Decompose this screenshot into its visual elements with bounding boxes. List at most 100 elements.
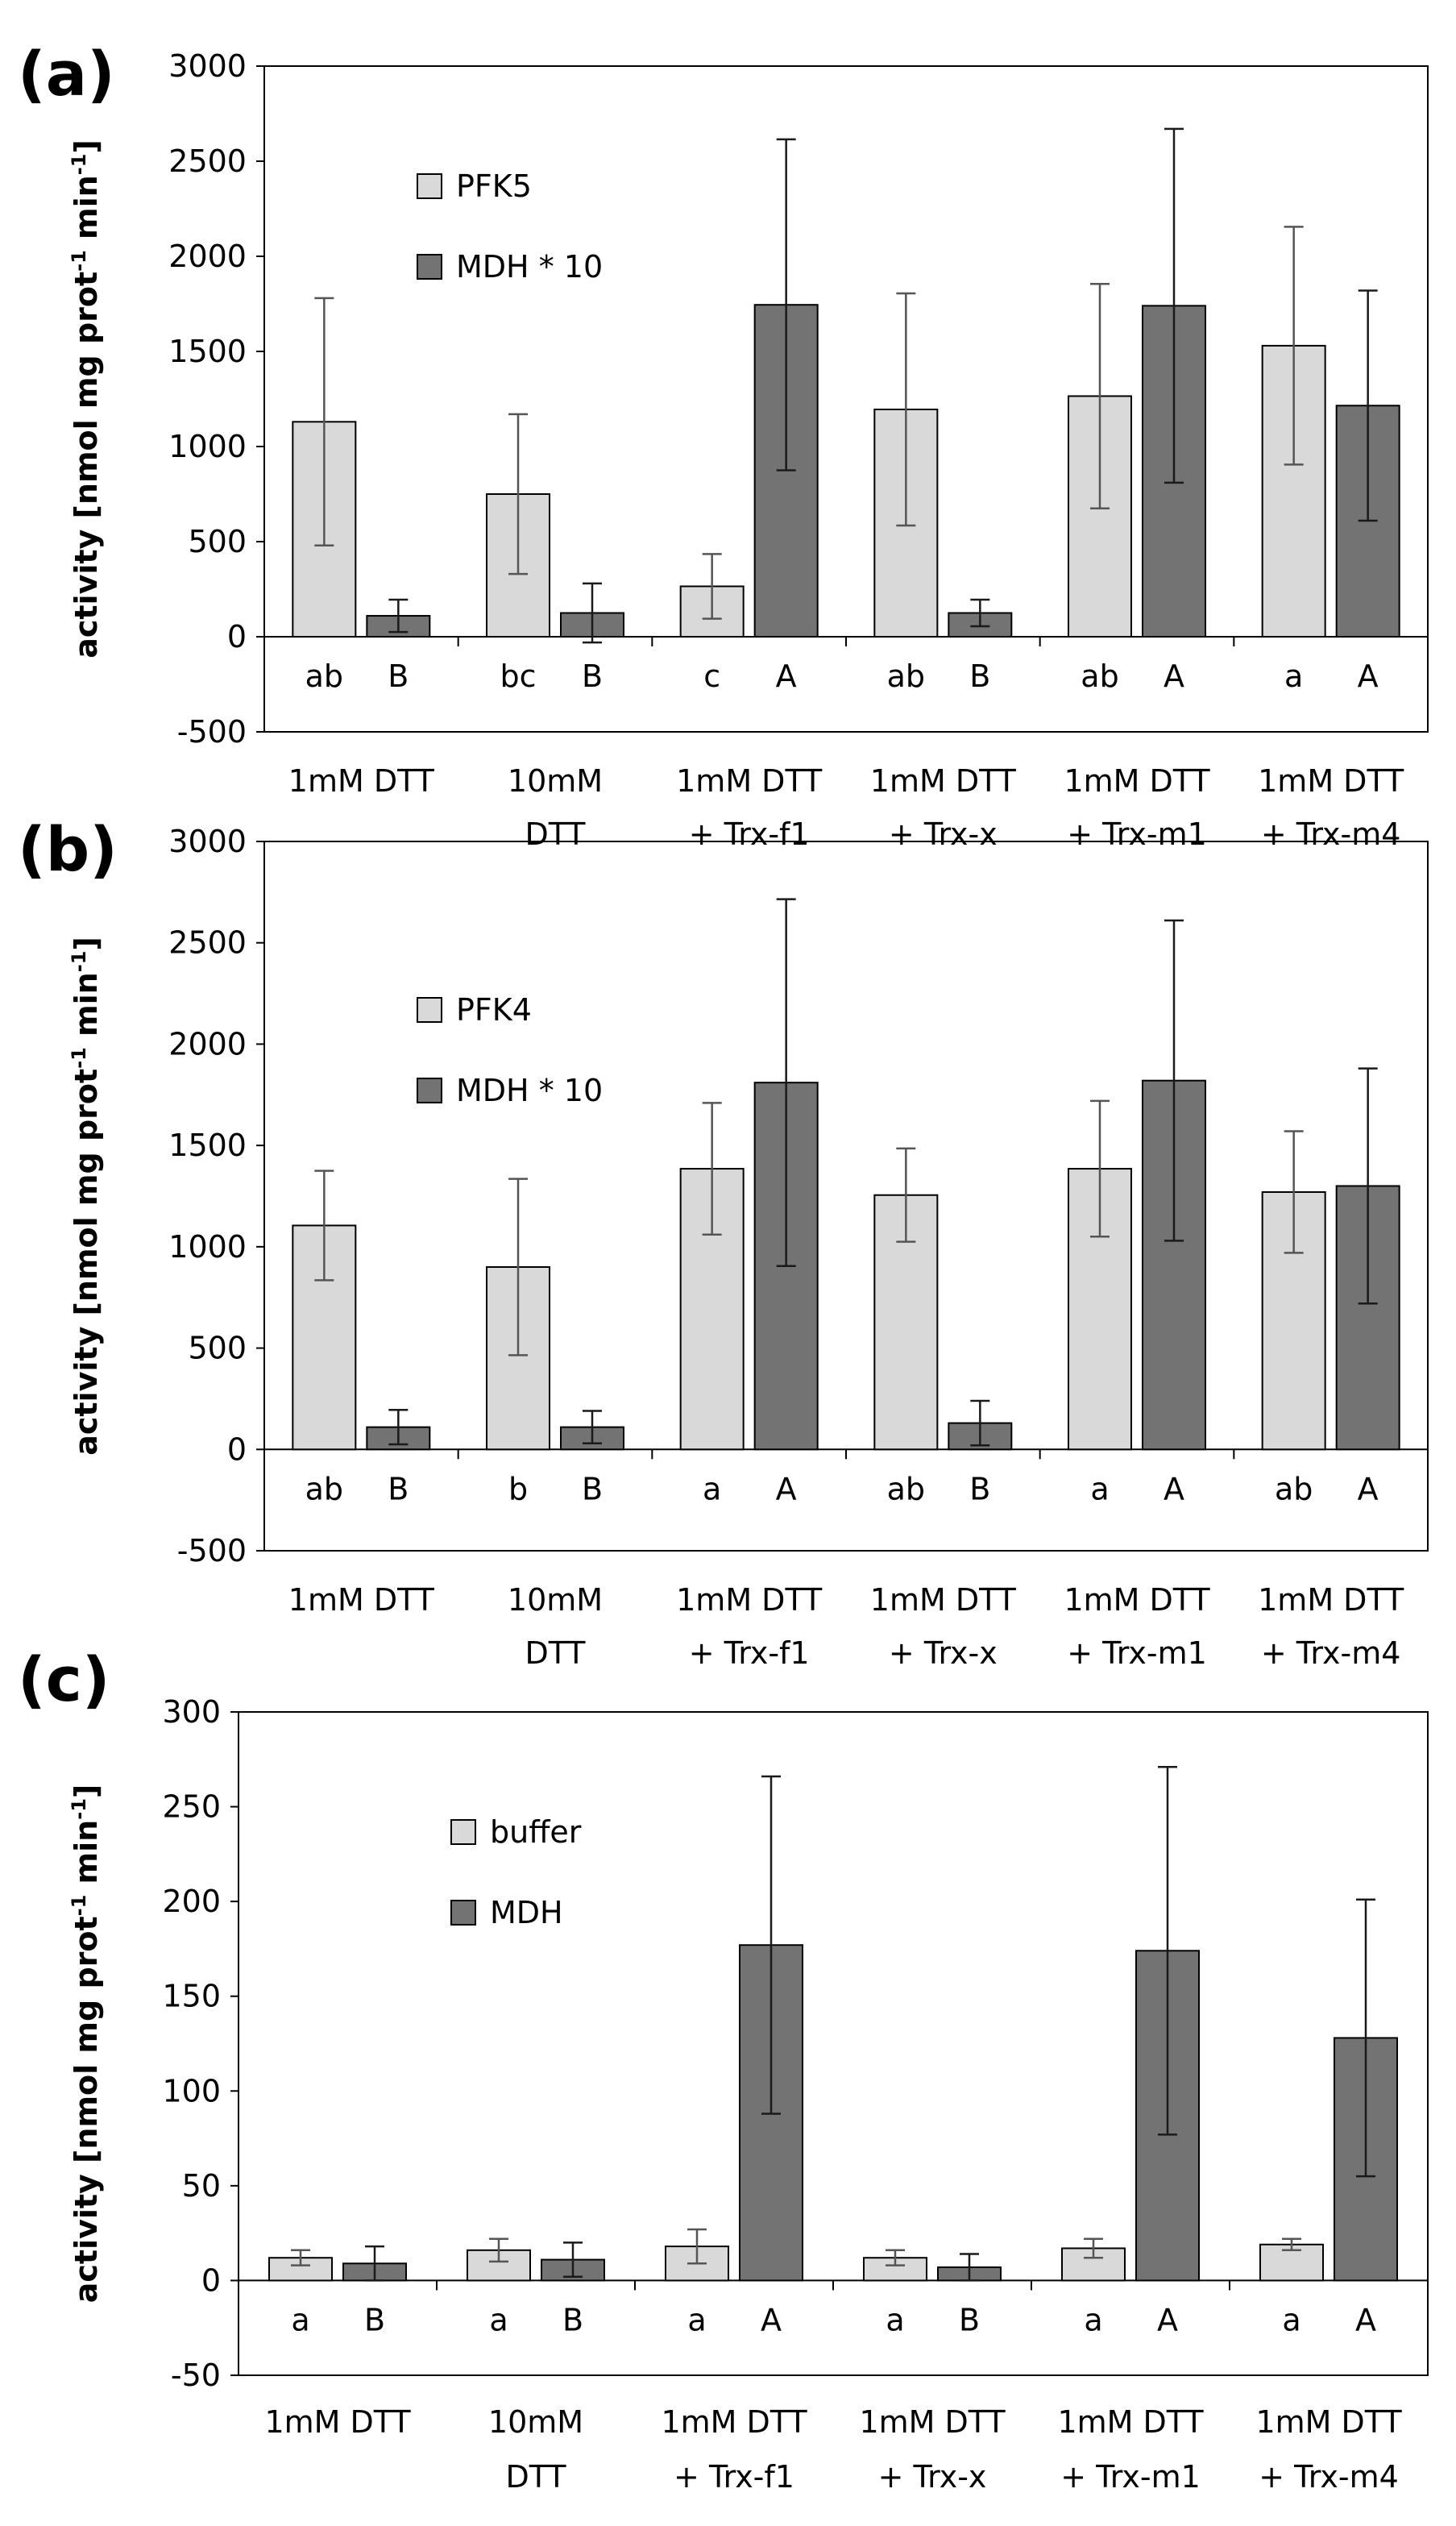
y-axis-label-superscript: -1 (68, 250, 90, 272)
significance-letter: ab (1275, 1471, 1313, 1506)
category-label: + Trx-x (878, 2459, 987, 2495)
y-axis-label-superscript: -1 (68, 1895, 90, 1917)
legend-swatch (450, 1900, 476, 1926)
y-axis-label-superscript: -1 (68, 951, 90, 973)
category-label: DTT (525, 816, 586, 852)
significance-letter: B (562, 2302, 583, 2337)
y-axis-label-part: ] (68, 937, 104, 950)
y-tick-label: 200 (162, 1884, 221, 1919)
y-tick-label: 250 (162, 1789, 221, 1825)
plot-frame (238, 1711, 1429, 2376)
y-tick-label: 300 (162, 1694, 221, 1730)
y-axis-label-part: ] (68, 1784, 104, 1798)
y-axis-label-part: activity [nmol mg prot (68, 272, 104, 659)
significance-letter: ab (887, 659, 925, 694)
legend-label: MDH (490, 1895, 563, 1930)
category-label: + Trx-m4 (1261, 816, 1401, 852)
legend-swatch (417, 173, 442, 199)
category-label: 1mM DTT (1064, 763, 1210, 799)
y-tick-label: 1000 (168, 429, 247, 464)
significance-letter: a (703, 1471, 721, 1506)
category-label: + Trx-m1 (1060, 2459, 1201, 2495)
significance-letter: a (1090, 1471, 1109, 1506)
y-tick-label: -500 (177, 1533, 247, 1568)
category-label: + Trx-f1 (689, 1635, 810, 1671)
chart-panel: (c) -50 0 50 100 150 200 250 300 activity [nmol m… (18, 1643, 1429, 2495)
significance-letter: A (776, 659, 797, 694)
category-label: 1mM DTT (288, 763, 435, 799)
category-label: 1mM DTT (870, 1582, 1017, 1618)
significance-letter: A (761, 2302, 782, 2337)
significance-letter: a (1282, 2302, 1300, 2337)
category-label: 1mM DTT (676, 763, 823, 799)
legend-swatch (417, 1078, 442, 1103)
legend-label: PFK4 (456, 992, 532, 1028)
panel-label: (c) (18, 1643, 110, 1715)
significance-letter: A (1164, 1471, 1184, 1506)
y-tick-label: 2000 (168, 1026, 247, 1062)
legend-label: buffer (490, 1814, 582, 1850)
significance-letter: A (1355, 2302, 1376, 2337)
significance-letter: A (776, 1471, 797, 1506)
panel-label: (b) (18, 813, 118, 885)
significance-letter: A (1358, 659, 1379, 694)
category-label: + Trx-x (889, 816, 998, 852)
significance-letter: c (703, 659, 720, 694)
y-tick-label: 1000 (168, 1229, 247, 1265)
y-tick-label: 1500 (168, 334, 247, 369)
y-tick-label: -500 (177, 714, 247, 750)
y-tick-label: 2500 (168, 143, 247, 179)
category-label: 1mM DTT (264, 2404, 411, 2440)
y-axis-label-part: ] (68, 139, 104, 153)
y-axis-label-superscript: -1 (68, 1047, 90, 1069)
significance-letter: a (687, 2302, 706, 2337)
y-axis-label-part: activity [nmol mg prot (68, 1916, 104, 2303)
category-label: 1mM DTT (859, 2404, 1006, 2440)
significance-letter: ab (305, 659, 343, 694)
category-label: DTT (525, 1635, 586, 1671)
y-tick-label: 2000 (168, 239, 247, 274)
category-label: + Trx-m1 (1067, 1635, 1207, 1671)
significance-letter: B (364, 2302, 385, 2337)
legend-label: MDH * 10 (456, 1073, 603, 1108)
y-tick-label: 500 (188, 524, 247, 559)
legend-swatch (417, 997, 442, 1023)
y-tick-label: 150 (162, 1979, 221, 2014)
category-label: + Trx-m1 (1067, 816, 1207, 852)
bar (873, 1194, 939, 1451)
legend-swatch (450, 1819, 476, 1845)
y-tick-label: 2500 (168, 925, 247, 961)
plot-frame (263, 65, 1429, 733)
y-axis-label: activity [nmol mg prot-1 min-1] (68, 937, 104, 1456)
category-label: 1mM DTT (1255, 2404, 1402, 2440)
y-tick-label: -50 (171, 2358, 221, 2393)
chart-panel: (a) -500 0 500 1000 1500 2000 2500 3000 activity … (18, 38, 1429, 852)
significance-letter: a (291, 2302, 309, 2337)
category-label: + Trx-f1 (674, 2459, 794, 2495)
category-label: + Trx-m4 (1259, 2459, 1399, 2495)
category-label: + Trx-x (889, 1635, 998, 1671)
y-tick-label: 3000 (168, 48, 247, 84)
significance-letter: a (1284, 659, 1303, 694)
y-tick-label: 50 (182, 2168, 221, 2204)
significance-letter: ab (1081, 659, 1118, 694)
significance-letter: ab (887, 1471, 925, 1506)
y-axis-label-part: min (68, 972, 104, 1047)
category-label: 10mM (488, 2404, 583, 2440)
plot-frame (263, 841, 1429, 1552)
category-label: 1mM DTT (1057, 2404, 1204, 2440)
y-axis-label: activity [nmol mg prot-1 min-1] (68, 139, 104, 659)
category-label: + Trx-f1 (689, 816, 810, 852)
y-tick-label: 500 (188, 1331, 247, 1366)
significance-letter: a (489, 2302, 508, 2337)
significance-letter: a (886, 2302, 904, 2337)
category-label: 1mM DTT (870, 763, 1017, 799)
category-label: 1mM DTT (1064, 1582, 1210, 1618)
legend-label: PFK5 (456, 168, 532, 204)
category-label: 10mM (508, 763, 603, 799)
y-tick-label: 0 (227, 1431, 247, 1467)
legend-label: MDH * 10 (456, 249, 603, 285)
y-axis-label-superscript: -1 (68, 154, 90, 176)
y-tick-label: 0 (201, 2262, 221, 2298)
